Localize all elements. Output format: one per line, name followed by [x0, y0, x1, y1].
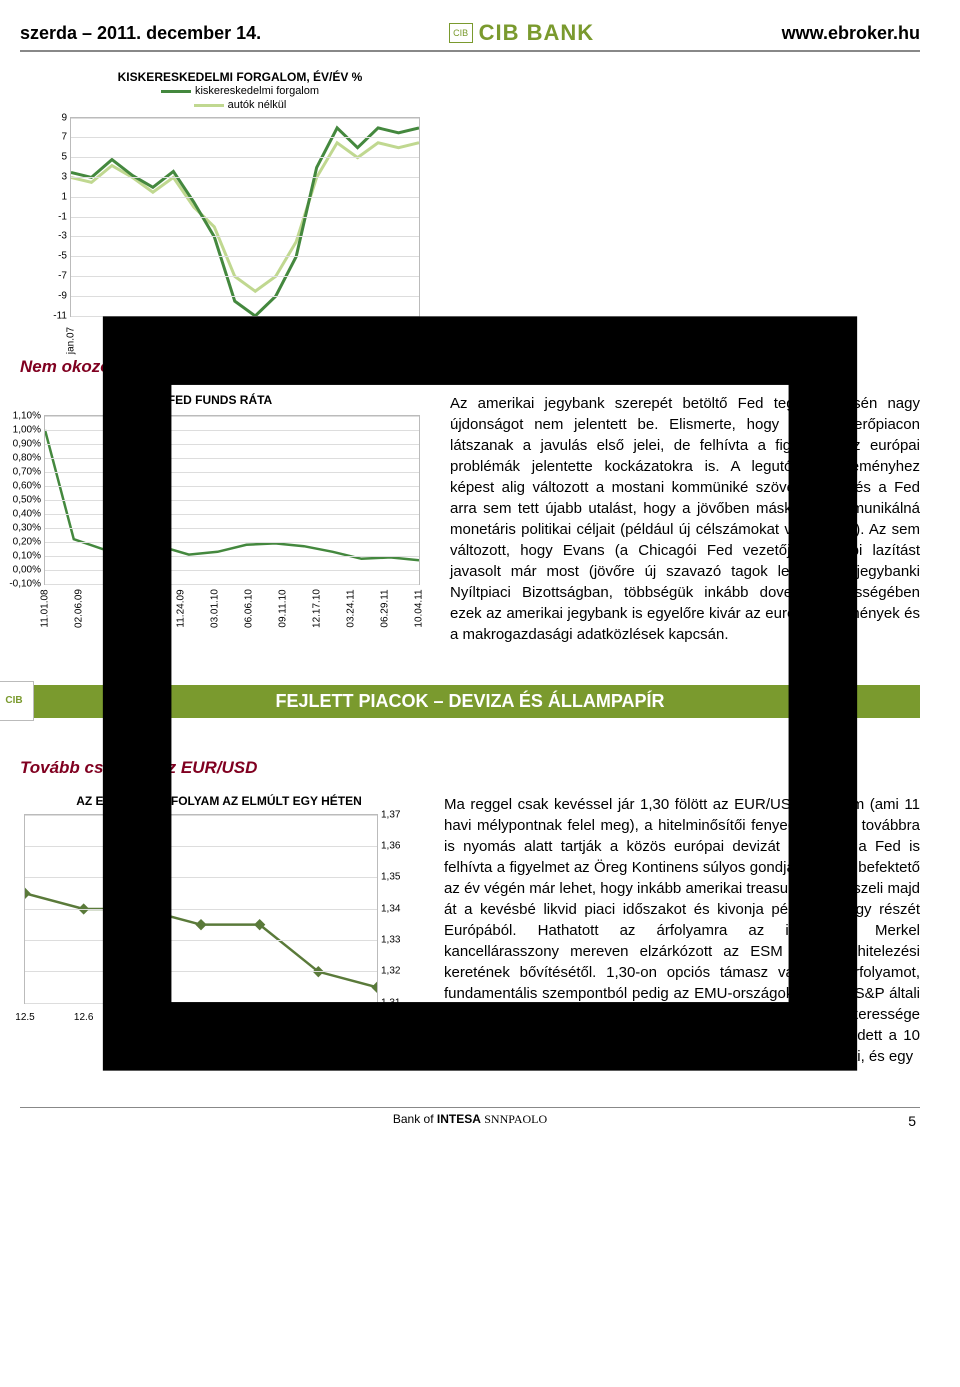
page-footer: Bank of INTESA SNNPAOLO — [20, 1107, 920, 1127]
intesa-logo-icon — [0, 0, 960, 1387]
